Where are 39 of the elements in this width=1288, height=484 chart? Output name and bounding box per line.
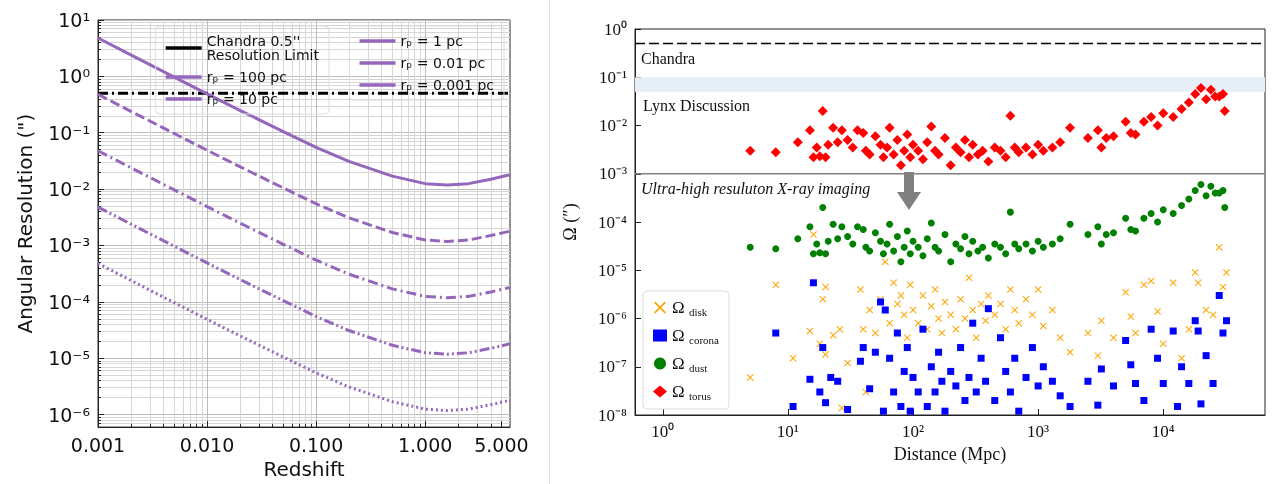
legend-label: rₚ = 0.001 pc xyxy=(400,77,494,93)
band-label: Lynx Discussion xyxy=(643,97,751,116)
x-tick-label: 10¹ xyxy=(776,422,799,441)
x-tick-label: 0.100 xyxy=(288,433,344,456)
y-tick-label: 10⁰ xyxy=(58,65,90,88)
ref-line-label: Chandra xyxy=(641,50,696,68)
y-tick-label: 10⁻² xyxy=(598,116,627,135)
ref-line-label: Ultra-high resuluton X-ray imaging xyxy=(641,180,871,199)
y-tick-label: 10⁻¹ xyxy=(48,121,90,144)
y-tick-label: 10⁰ xyxy=(604,19,627,39)
y-tick-label: 10⁻⁴ xyxy=(48,290,91,313)
y-tick-label: 10⁻⁶ xyxy=(598,309,628,328)
y-tick-label: 10¹ xyxy=(58,9,90,31)
legend-label: rₚ = 100 pc xyxy=(206,69,287,85)
y-tick-label: 10⁻³ xyxy=(598,164,627,184)
x-tick-label: 1.000 xyxy=(397,433,453,456)
x-axis-title: Redshift xyxy=(263,457,345,481)
y-tick-label: 10⁻⁸ xyxy=(598,405,628,425)
x-axis-title: Distance (Mpc) xyxy=(893,443,1007,465)
x-tick-label: 0.010 xyxy=(179,433,235,456)
x-tick-label: 10² xyxy=(901,422,925,441)
y-tick-label: 10⁻⁴ xyxy=(598,212,628,232)
y-axis-title: Ω (″) xyxy=(559,203,581,241)
x-tick-label: 10⁰ xyxy=(651,422,675,441)
legend-label: Chandra 0.5'' Resolution Limit xyxy=(206,33,320,63)
y-tick-label: 10⁻¹ xyxy=(598,67,627,87)
legend-label: rₚ = 1 pc xyxy=(400,33,463,49)
y-axis-title: Angular Resolution (") xyxy=(13,113,38,334)
x-tick-label: 10⁴ xyxy=(1151,422,1175,441)
x-tick-label: 10³ xyxy=(1027,422,1050,441)
x-tick-label: 0.001 xyxy=(70,433,126,456)
y-tick-label: 10⁻² xyxy=(48,178,90,201)
x-tick-label: 5.000 xyxy=(474,433,529,456)
y-tick-label: 10⁻⁵ xyxy=(48,347,90,370)
y-tick-label: 10⁻⁶ xyxy=(48,403,90,426)
y-tick-label: 10⁻⁵ xyxy=(598,260,628,280)
y-tick-label: 10⁻³ xyxy=(48,234,90,257)
legend-label: rₚ = 0.01 pc xyxy=(400,55,486,71)
y-tick-label: 10⁻⁷ xyxy=(598,357,628,377)
